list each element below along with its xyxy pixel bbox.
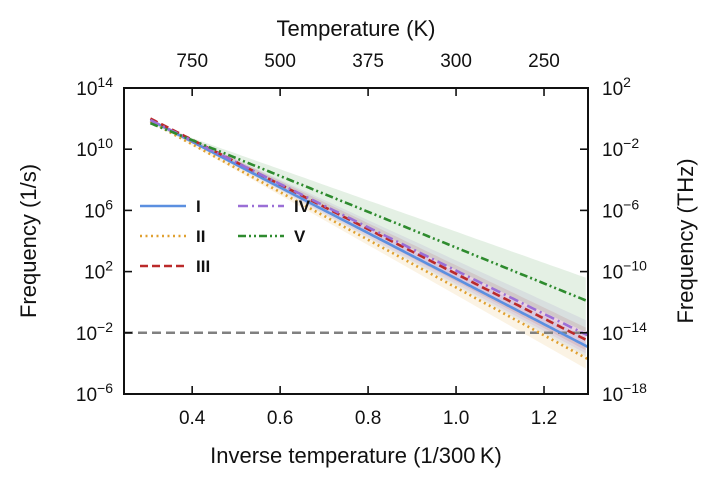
y-tick-label: 106 [84, 196, 113, 222]
axis-tick-labels: 0.4 0.6 0.8 1.0 1.2 750 500 375 300 250 1014 1010 10… [76, 51, 647, 429]
y2-tick-label: 10−2 [602, 135, 639, 161]
y-tick-label: 1014 [76, 74, 113, 100]
x2-tick-label: 750 [176, 51, 208, 72]
left-axis-title: Frequency (1/s) [16, 164, 41, 318]
x-tick-label: 1.2 [531, 408, 557, 429]
series-curves [149, 117, 588, 361]
plot-frame [123, 87, 589, 395]
legend-label-ii: II [196, 227, 205, 246]
axis-ticks [124, 87, 588, 395]
y-tick-label: 102 [84, 258, 113, 284]
right-axis-title: Frequency (THz) [673, 158, 698, 323]
legend-label-i: I [196, 197, 201, 216]
y2-tick-label: 10−14 [602, 319, 647, 345]
x2-tick-label: 300 [440, 51, 472, 72]
series-line-iii [149, 117, 588, 343]
band-i [150, 120, 586, 357]
x-tick-label: 0.8 [355, 408, 381, 429]
y2-tick-label: 10−6 [602, 196, 639, 222]
bottom-axis-title: Inverse temperature (1/300 K) [210, 443, 502, 468]
x2-tick-label: 250 [528, 51, 560, 72]
y2-tick-label: 10−10 [602, 258, 647, 284]
series-line-v [149, 121, 588, 303]
y2-tick-label: 102 [602, 74, 631, 100]
series-line-ii [149, 120, 588, 361]
series-line-i [149, 118, 588, 349]
legend-label-iii: III [196, 257, 210, 276]
legend-label-v: V [294, 227, 306, 246]
y-tick-label: 10−6 [76, 380, 113, 406]
x-tick-label: 0.4 [179, 408, 206, 429]
y-tick-label: 1010 [76, 135, 113, 161]
legend-label-iv: IV [294, 197, 311, 216]
x2-tick-label: 500 [264, 51, 296, 72]
x-tick-label: 1.0 [443, 408, 469, 429]
y2-tick-label: 10−18 [602, 380, 647, 406]
series-line-iv [149, 118, 588, 337]
uncertainty-bands [150, 118, 586, 369]
x2-tick-label: 375 [352, 51, 384, 72]
x-tick-label: 0.6 [267, 408, 293, 429]
y-tick-label: 10−2 [76, 319, 113, 345]
band-iv [150, 120, 586, 354]
top-axis-title: Temperature (K) [277, 16, 436, 41]
